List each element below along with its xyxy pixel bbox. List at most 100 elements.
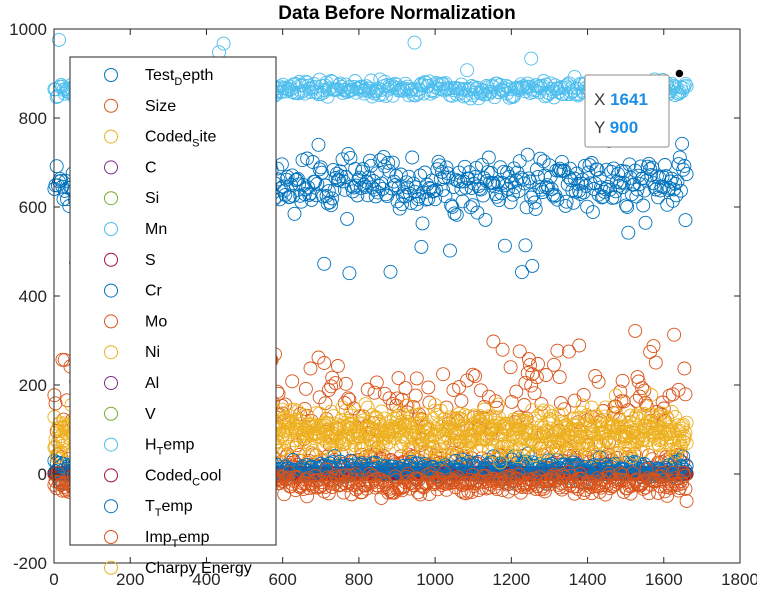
point	[436, 367, 451, 382]
point	[525, 258, 540, 273]
point	[507, 161, 521, 176]
point	[298, 381, 313, 396]
point	[460, 373, 475, 388]
point	[515, 265, 529, 280]
point	[393, 167, 408, 182]
point	[454, 393, 469, 408]
point	[590, 162, 605, 177]
point	[521, 352, 536, 367]
point	[563, 161, 577, 176]
point	[580, 199, 595, 214]
point	[669, 188, 684, 203]
point	[518, 238, 533, 253]
point	[527, 386, 542, 401]
point	[592, 170, 607, 185]
point	[349, 178, 364, 193]
point	[607, 190, 622, 205]
point	[304, 445, 319, 460]
point	[350, 188, 365, 203]
point	[311, 350, 326, 365]
point	[338, 376, 353, 391]
point	[517, 176, 532, 191]
point	[628, 323, 643, 338]
point	[641, 448, 656, 463]
point	[637, 183, 652, 198]
point	[517, 398, 532, 412]
point	[361, 170, 376, 185]
point	[520, 366, 535, 380]
point	[341, 146, 356, 161]
point	[304, 192, 319, 207]
point	[333, 164, 348, 179]
point	[495, 342, 510, 357]
point	[406, 176, 421, 191]
point	[500, 165, 515, 180]
point	[421, 380, 436, 395]
point	[547, 189, 561, 204]
point	[526, 187, 541, 202]
point	[670, 174, 685, 189]
point	[370, 185, 385, 200]
point	[638, 396, 653, 410]
point	[391, 371, 406, 386]
point	[478, 212, 493, 227]
point	[395, 197, 409, 212]
point	[384, 181, 399, 196]
point	[314, 165, 329, 180]
point	[616, 175, 631, 190]
point	[308, 174, 323, 189]
point	[48, 396, 63, 411]
point	[324, 198, 339, 213]
point	[629, 393, 644, 408]
point	[524, 378, 539, 393]
point	[398, 381, 413, 396]
point	[561, 170, 576, 185]
point	[648, 355, 663, 370]
point	[414, 239, 429, 254]
point	[405, 150, 420, 165]
point	[619, 198, 633, 213]
point	[413, 168, 428, 183]
point	[667, 327, 682, 342]
point	[49, 159, 64, 174]
point	[649, 169, 664, 184]
point	[464, 181, 479, 195]
point	[481, 150, 496, 165]
point	[328, 376, 343, 391]
point	[465, 367, 480, 382]
point	[335, 152, 350, 167]
point	[679, 167, 694, 182]
point	[591, 374, 606, 389]
point	[566, 195, 581, 210]
point	[644, 388, 659, 402]
point	[481, 389, 496, 404]
point	[301, 180, 316, 195]
point	[383, 264, 398, 279]
point	[555, 154, 569, 169]
point	[671, 382, 686, 397]
point	[576, 387, 591, 402]
point	[479, 174, 494, 189]
point	[489, 189, 504, 204]
point	[491, 175, 505, 190]
point	[581, 165, 596, 180]
point	[561, 344, 576, 359]
point	[468, 369, 483, 384]
point	[608, 399, 623, 414]
point	[519, 200, 534, 215]
point	[287, 206, 302, 221]
point	[360, 382, 375, 397]
point	[365, 180, 380, 195]
point	[390, 194, 405, 209]
point	[461, 171, 476, 186]
point	[531, 408, 545, 423]
point	[437, 170, 452, 185]
point	[309, 188, 324, 203]
point	[577, 158, 592, 173]
point	[678, 213, 693, 228]
chart-title: Data Before Normalization	[278, 3, 516, 24]
point	[494, 186, 509, 201]
point	[430, 162, 445, 177]
point	[615, 373, 630, 388]
